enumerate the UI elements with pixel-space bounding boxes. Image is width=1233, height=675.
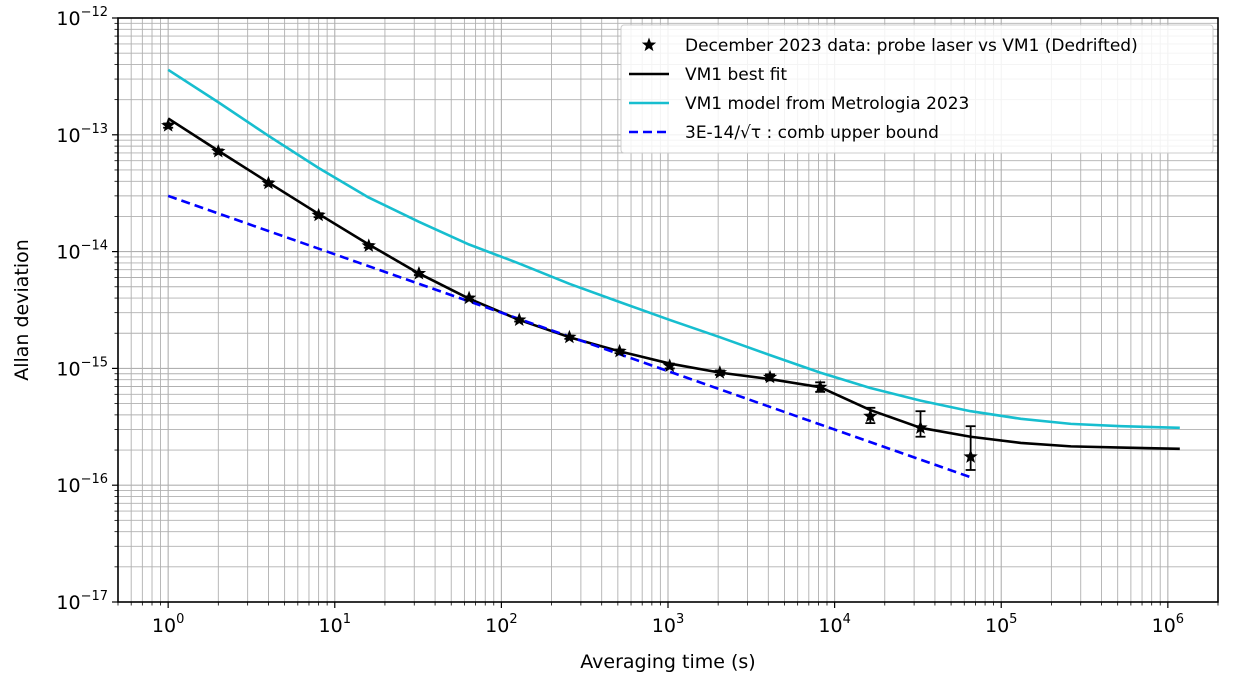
y-tick-label: 10−17 <box>56 589 108 614</box>
y-axis-title: Allan deviation <box>11 239 33 381</box>
data-point-star <box>411 265 427 280</box>
x-tick-label-base: 10 <box>319 615 343 637</box>
axis-ticks <box>112 17 1219 608</box>
y-tick-label: 10−13 <box>56 122 108 147</box>
y-tick-label-base: 10 <box>56 242 80 264</box>
x-tick-label-exponent: 2 <box>509 612 517 627</box>
legend-label: 3E-14/√τ : comb upper bound <box>685 123 939 143</box>
y-tick-label-exponent: −14 <box>81 239 108 254</box>
x-tick-label-base: 10 <box>1152 615 1176 637</box>
x-tick-label: 105 <box>985 612 1017 637</box>
data-point-star <box>161 118 176 132</box>
x-tick-label: 101 <box>319 612 351 637</box>
legend-label: December 2023 data: probe laser vs VM1 (… <box>685 36 1138 56</box>
y-tick-label: 10−15 <box>56 355 108 380</box>
x-tick-label-exponent: 3 <box>676 612 684 627</box>
legend-label: VM1 best fit <box>685 65 787 85</box>
y-tick-label: 10−12 <box>56 5 108 30</box>
x-tick-label: 102 <box>485 612 517 637</box>
series-layer <box>161 68 1180 479</box>
x-tick-label-exponent: 4 <box>843 612 851 627</box>
data-point-star <box>712 365 728 379</box>
data-point-star <box>662 358 677 372</box>
x-tick-label: 106 <box>1152 612 1184 637</box>
x-tick-label-base: 10 <box>818 615 842 637</box>
y-tick-label-base: 10 <box>56 475 80 497</box>
x-axis-title: Averaging time (s) <box>580 651 755 673</box>
data-point-star <box>361 238 376 252</box>
data-point-star <box>211 143 226 158</box>
axis-tick-labels: 100 101 102 103 104 105 10610−1210−1310−1410−1… <box>56 5 1184 637</box>
y-tick-label-base: 10 <box>56 8 80 30</box>
x-tick-label-exponent: 5 <box>1009 612 1017 627</box>
data-point-star <box>863 408 878 423</box>
data-point-star <box>461 290 477 305</box>
data-point-star <box>813 379 828 394</box>
x-tick-label-base: 10 <box>652 615 676 637</box>
data-point-star <box>261 175 276 190</box>
x-tick-label-base: 10 <box>152 615 176 637</box>
x-tick-label-base: 10 <box>985 615 1009 637</box>
data-point-star <box>311 207 326 222</box>
y-tick-label-base: 10 <box>56 125 80 147</box>
series-line-2 <box>167 68 1180 430</box>
y-tick-label-exponent: −17 <box>81 589 108 604</box>
data-point-star <box>512 312 527 326</box>
x-tick-label-exponent: 1 <box>343 612 351 627</box>
y-tick-label-exponent: −15 <box>81 355 108 370</box>
y-tick-label-exponent: −12 <box>81 5 108 20</box>
y-tick-label-exponent: −16 <box>81 472 108 487</box>
x-tick-label: 104 <box>818 612 850 637</box>
data-point-star <box>913 420 928 434</box>
data-point-star <box>562 329 577 344</box>
x-tick-label: 103 <box>652 612 684 637</box>
legend-box <box>620 24 1214 154</box>
legend-marker-star <box>641 37 657 52</box>
y-tick-label: 10−16 <box>56 472 108 497</box>
data-point-star <box>612 343 627 358</box>
x-tick-label-exponent: 0 <box>176 612 184 627</box>
x-tick-label-base: 10 <box>485 615 509 637</box>
x-tick-label: 100 <box>152 612 184 637</box>
legend: December 2023 data: probe laser vs VM1 (… <box>620 24 1214 154</box>
y-tick-label: 10−14 <box>56 239 108 264</box>
legend-label: VM1 model from Metrologia 2023 <box>685 94 969 114</box>
y-tick-label-exponent: −13 <box>81 122 108 137</box>
data-point-star <box>762 369 778 384</box>
data-point-star <box>963 449 978 463</box>
x-tick-label-exponent: 6 <box>1176 612 1184 627</box>
y-tick-label-base: 10 <box>56 358 80 380</box>
y-tick-label-base: 10 <box>56 592 80 614</box>
